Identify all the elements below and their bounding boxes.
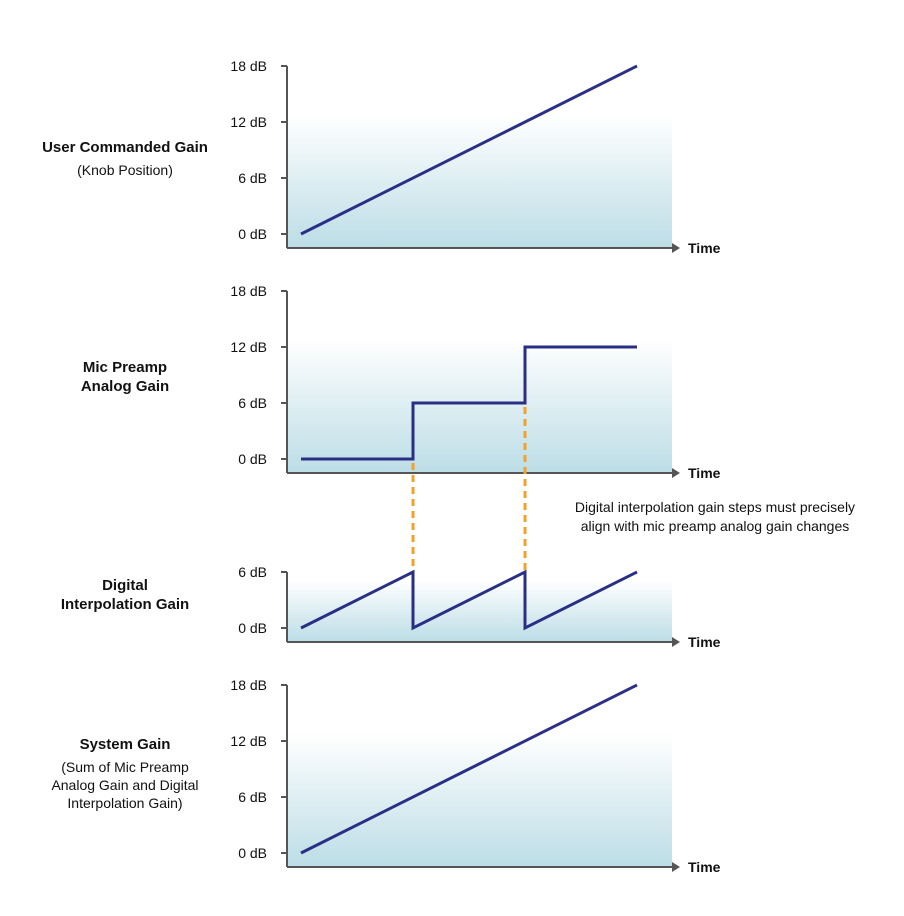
- plot-background: [287, 340, 672, 473]
- row-label-4: System Gain (Sum of Mic Preamp Analog Gain…: [5, 735, 245, 812]
- x-axis-arrow: [672, 862, 680, 872]
- gain-panel-2: Time 0 dB 6 dB 12 dB 18 dB: [230, 283, 720, 481]
- plot-background: [287, 580, 672, 642]
- x-axis-arrow: [672, 468, 680, 478]
- row-label-1: User Commanded Gain (Knob Position): [5, 138, 245, 179]
- x-axis-label: Time: [688, 240, 721, 256]
- x-axis-arrow: [672, 637, 680, 647]
- annotation-line-1: Digital interpolation gain steps must pr…: [574, 499, 856, 515]
- row-title-line: User Commanded Gain: [42, 139, 208, 156]
- gain-panel-1: Time 0 dB 6 dB 12 dB 18 dB: [230, 58, 720, 256]
- y-tick-label: 18 dB: [230, 677, 267, 693]
- row-title-line: Mic Preamp: [82, 359, 168, 376]
- row-label-2: Mic Preamp Analog Gain: [5, 358, 245, 396]
- x-axis-arrow: [672, 243, 680, 253]
- y-tick-label: 6 dB: [238, 789, 267, 805]
- y-tick-label: 12 dB: [230, 733, 267, 749]
- y-tick-label: 12 dB: [230, 114, 267, 130]
- row-subtitle-line: (Sum of Mic Preamp: [61, 759, 189, 775]
- gain-panel-4: Time 0 dB 6 dB 12 dB 18 dB: [230, 677, 720, 875]
- gain-panel-3: Time 0 dB 6 dB: [238, 564, 720, 650]
- y-tick-label: 18 dB: [230, 283, 267, 299]
- gain-series-line: [301, 345, 637, 461]
- plot-background: [287, 734, 672, 867]
- gain-series-line: [300, 64, 638, 236]
- row-title-line: Analog Gain: [80, 378, 170, 395]
- plot-background: [287, 115, 672, 248]
- alignment-annotation: Digital interpolation gain steps must pr…: [540, 498, 890, 536]
- y-tick-label: 0 dB: [238, 620, 267, 636]
- x-axis-label: Time: [688, 859, 721, 875]
- x-axis-label: Time: [688, 634, 721, 650]
- row-title-line: Digital: [102, 577, 148, 594]
- annotation-line-2: align with mic preamp analog gain change…: [580, 518, 850, 534]
- y-tick-label: 6 dB: [238, 170, 267, 186]
- y-tick-label: 0 dB: [238, 451, 267, 467]
- gain-series-line: [300, 569, 638, 631]
- y-tick-label: 0 dB: [238, 226, 267, 242]
- y-tick-label: 6 dB: [238, 395, 267, 411]
- gain-series-line: [300, 683, 638, 855]
- row-subtitle-line: (Knob Position): [77, 162, 173, 178]
- row-title-line: Interpolation Gain: [60, 596, 190, 613]
- row-title-line: System Gain: [79, 736, 171, 753]
- row-subtitle-line: Analog Gain and Digital: [51, 777, 199, 793]
- y-tick-label: 0 dB: [238, 845, 267, 861]
- row-subtitle-line: Interpolation Gain): [67, 795, 183, 811]
- row-label-3: Digital Interpolation Gain: [5, 576, 245, 614]
- y-tick-label: 6 dB: [238, 564, 267, 580]
- y-tick-label: 12 dB: [230, 339, 267, 355]
- x-axis-label: Time: [688, 465, 721, 481]
- y-tick-label: 18 dB: [230, 58, 267, 74]
